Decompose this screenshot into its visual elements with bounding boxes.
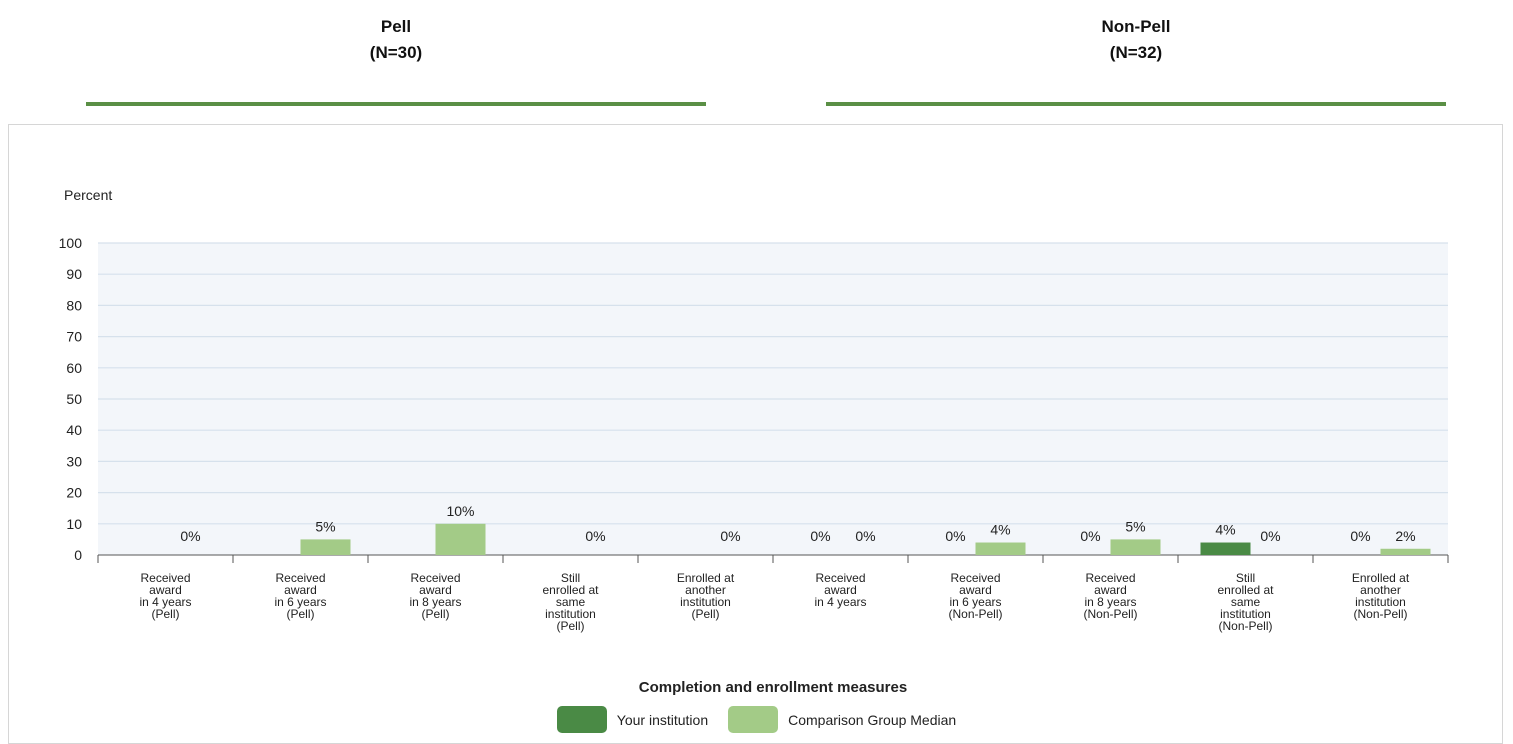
- data-label-comparison-median-3: 0%: [585, 528, 605, 544]
- legend-swatch-your-institution: [556, 706, 607, 733]
- y-tick-label-70: 70: [66, 329, 82, 345]
- x-tick-label-1-line-0: Received: [275, 571, 325, 585]
- bar-chart: Percent01020304050607080901000%Receiveda…: [59, 187, 1449, 696]
- legend-item-comparison-median[interactable]: Comparison Group Median: [728, 706, 956, 733]
- data-label-your-institution-5: 0%: [810, 528, 830, 544]
- x-tick-label-3-line-0: Still: [561, 571, 580, 585]
- legend-label-your-institution: Your institution: [616, 711, 709, 728]
- x-tick-label-4-line-0: Enrolled at: [677, 571, 735, 585]
- x-tick-label-8-line-2: same: [1231, 595, 1261, 609]
- pell-group-header: Pell (N=30): [86, 14, 706, 106]
- x-tick-label-1-line-2: in 6 years: [274, 595, 326, 609]
- x-tick-label-3-line-2: same: [556, 595, 586, 609]
- x-tick-label-4-line-3: (Pell): [691, 607, 719, 621]
- pell-group-title: Pell: [380, 17, 412, 36]
- legend-swatch-comparison-median: [728, 706, 779, 733]
- x-tick-label-2-line-0: Received: [410, 571, 460, 585]
- y-tick-label-30: 30: [66, 453, 82, 469]
- x-tick-label-9-line-2: institution: [1355, 595, 1406, 609]
- x-tick-label-3-line-4: (Pell): [556, 619, 584, 633]
- data-label-your-institution-6: 0%: [945, 528, 965, 544]
- x-tick-label-6-line-2: in 6 years: [949, 595, 1001, 609]
- y-tick-label-40: 40: [66, 422, 82, 438]
- x-tick-label-6-line-0: Received: [950, 571, 1000, 585]
- x-tick-label-4-line-1: another: [685, 583, 726, 597]
- data-label-comparison-median-7: 5%: [1125, 518, 1145, 534]
- y-tick-label-10: 10: [66, 516, 82, 532]
- x-tick-label-7-line-2: in 8 years: [1084, 595, 1136, 609]
- y-tick-label-50: 50: [66, 391, 82, 407]
- data-label-comparison-median-8: 0%: [1260, 528, 1280, 544]
- legend-label-comparison-median: Comparison Group Median: [788, 711, 957, 728]
- x-tick-label-5-line-1: award: [824, 583, 857, 597]
- data-label-comparison-median-9: 2%: [1395, 528, 1415, 544]
- y-tick-label-60: 60: [66, 360, 82, 376]
- bar-comparison-median-6: [975, 542, 1026, 555]
- y-tick-label-90: 90: [66, 266, 82, 282]
- x-tick-label-9-line-0: Enrolled at: [1352, 571, 1410, 585]
- x-tick-label-3-line-3: institution: [545, 607, 596, 621]
- bar-comparison-median-9: [1380, 548, 1431, 555]
- x-tick-label-0-line-1: award: [149, 583, 182, 597]
- x-tick-label-8-line-3: institution: [1220, 607, 1271, 621]
- x-tick-label-0-line-3: (Pell): [151, 607, 179, 621]
- data-label-comparison-median-5: 0%: [855, 528, 875, 544]
- x-tick-label-7-line-0: Received: [1085, 571, 1135, 585]
- non-pell-group-title: Non-Pell: [1101, 17, 1171, 36]
- data-label-comparison-median-0: 0%: [180, 528, 200, 544]
- x-tick-label-6-line-1: award: [959, 583, 992, 597]
- data-label-comparison-median-1: 5%: [315, 518, 335, 534]
- x-tick-label-1-line-3: (Pell): [286, 607, 314, 621]
- y-tick-label-0: 0: [74, 547, 82, 563]
- x-tick-label-8-line-0: Still: [1236, 571, 1255, 585]
- non-pell-group-count: (N=32): [1109, 43, 1163, 62]
- y-tick-label-80: 80: [66, 297, 82, 313]
- x-axis-label: Completion and enrollment measures: [639, 679, 907, 696]
- y-tick-label-20: 20: [66, 485, 82, 501]
- bar-comparison-median-7: [1110, 539, 1161, 555]
- x-tick-label-2-line-3: (Pell): [421, 607, 449, 621]
- data-label-your-institution-7: 0%: [1080, 528, 1100, 544]
- x-tick-label-5-line-0: Received: [815, 571, 865, 585]
- x-tick-label-1-line-1: award: [284, 583, 317, 597]
- x-tick-label-8-line-4: (Non-Pell): [1218, 619, 1272, 633]
- x-tick-label-3-line-1: enrolled at: [542, 583, 599, 597]
- x-tick-label-0-line-2: in 4 years: [139, 595, 191, 609]
- data-label-comparison-median-4: 0%: [720, 528, 740, 544]
- bar-comparison-median-2: [435, 523, 486, 555]
- data-label-comparison-median-2: 10%: [446, 503, 474, 519]
- pell-group-count: (N=30): [369, 43, 423, 62]
- bar-your-institution-8: [1200, 542, 1251, 555]
- x-tick-label-2-line-2: in 8 years: [409, 595, 461, 609]
- non-pell-group-header: Non-Pell (N=32): [826, 14, 1446, 106]
- x-tick-label-9-line-3: (Non-Pell): [1353, 607, 1407, 621]
- y-tick-label-100: 100: [59, 235, 83, 251]
- x-tick-label-7-line-3: (Non-Pell): [1083, 607, 1137, 621]
- bar-comparison-median-1: [300, 539, 351, 555]
- x-tick-label-8-line-1: enrolled at: [1217, 583, 1274, 597]
- x-tick-label-5-line-2: in 4 years: [814, 595, 866, 609]
- pell-group-underline: [86, 102, 706, 106]
- x-tick-label-7-line-1: award: [1094, 583, 1127, 597]
- x-tick-label-0-line-0: Received: [140, 571, 190, 585]
- legend-item-your-institution[interactable]: Your institution: [556, 706, 709, 733]
- non-pell-group-underline: [826, 102, 1446, 106]
- data-label-comparison-median-6: 4%: [990, 522, 1010, 538]
- x-tick-label-4-line-2: institution: [680, 595, 731, 609]
- x-tick-label-9-line-1: another: [1360, 583, 1401, 597]
- data-label-your-institution-9: 0%: [1350, 528, 1370, 544]
- data-label-your-institution-8: 4%: [1215, 522, 1235, 538]
- y-axis-label: Percent: [64, 187, 112, 203]
- x-tick-label-2-line-1: award: [419, 583, 452, 597]
- x-tick-label-6-line-3: (Non-Pell): [948, 607, 1002, 621]
- chart-legend: Your institution Comparison Group Median: [0, 706, 1513, 733]
